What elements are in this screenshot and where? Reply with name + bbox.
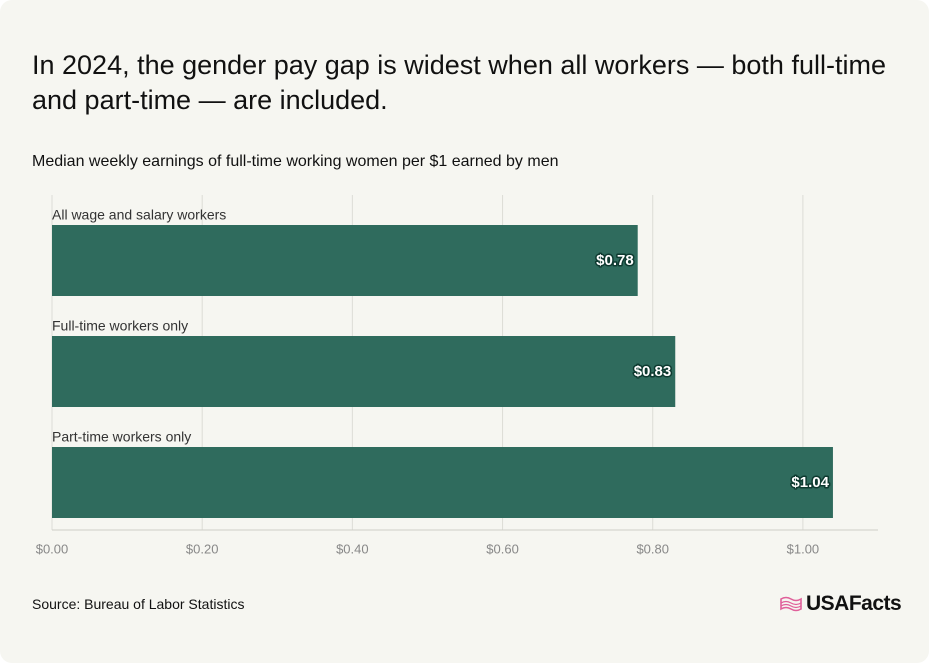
x-tick-label: $0.80 [636,541,669,556]
logo-text: USAFacts [806,592,902,615]
x-tick-label: $1.00 [787,541,820,556]
value-label: $0.83 [634,363,672,380]
chart-subtitle: Median weekly earnings of full-time work… [32,153,559,170]
source-note: Source: Bureau of Labor Statistics [32,596,245,612]
category-label: All wage and salary workers [52,207,226,223]
category-label: Full-time workers only [52,318,188,334]
value-label: $1.04 [791,474,829,491]
x-tick-label: $0.00 [36,541,69,556]
x-tick-label: $0.20 [186,541,219,556]
bar [52,447,833,518]
bar [52,336,676,407]
value-label: $0.78 [596,252,634,269]
category-label: Part-time workers only [52,429,191,445]
x-tick-label: $0.40 [336,541,369,556]
chart-title: In 2024, the gender pay gap is widest wh… [32,50,886,115]
x-tick-label: $0.60 [486,541,519,556]
bar [52,225,638,296]
